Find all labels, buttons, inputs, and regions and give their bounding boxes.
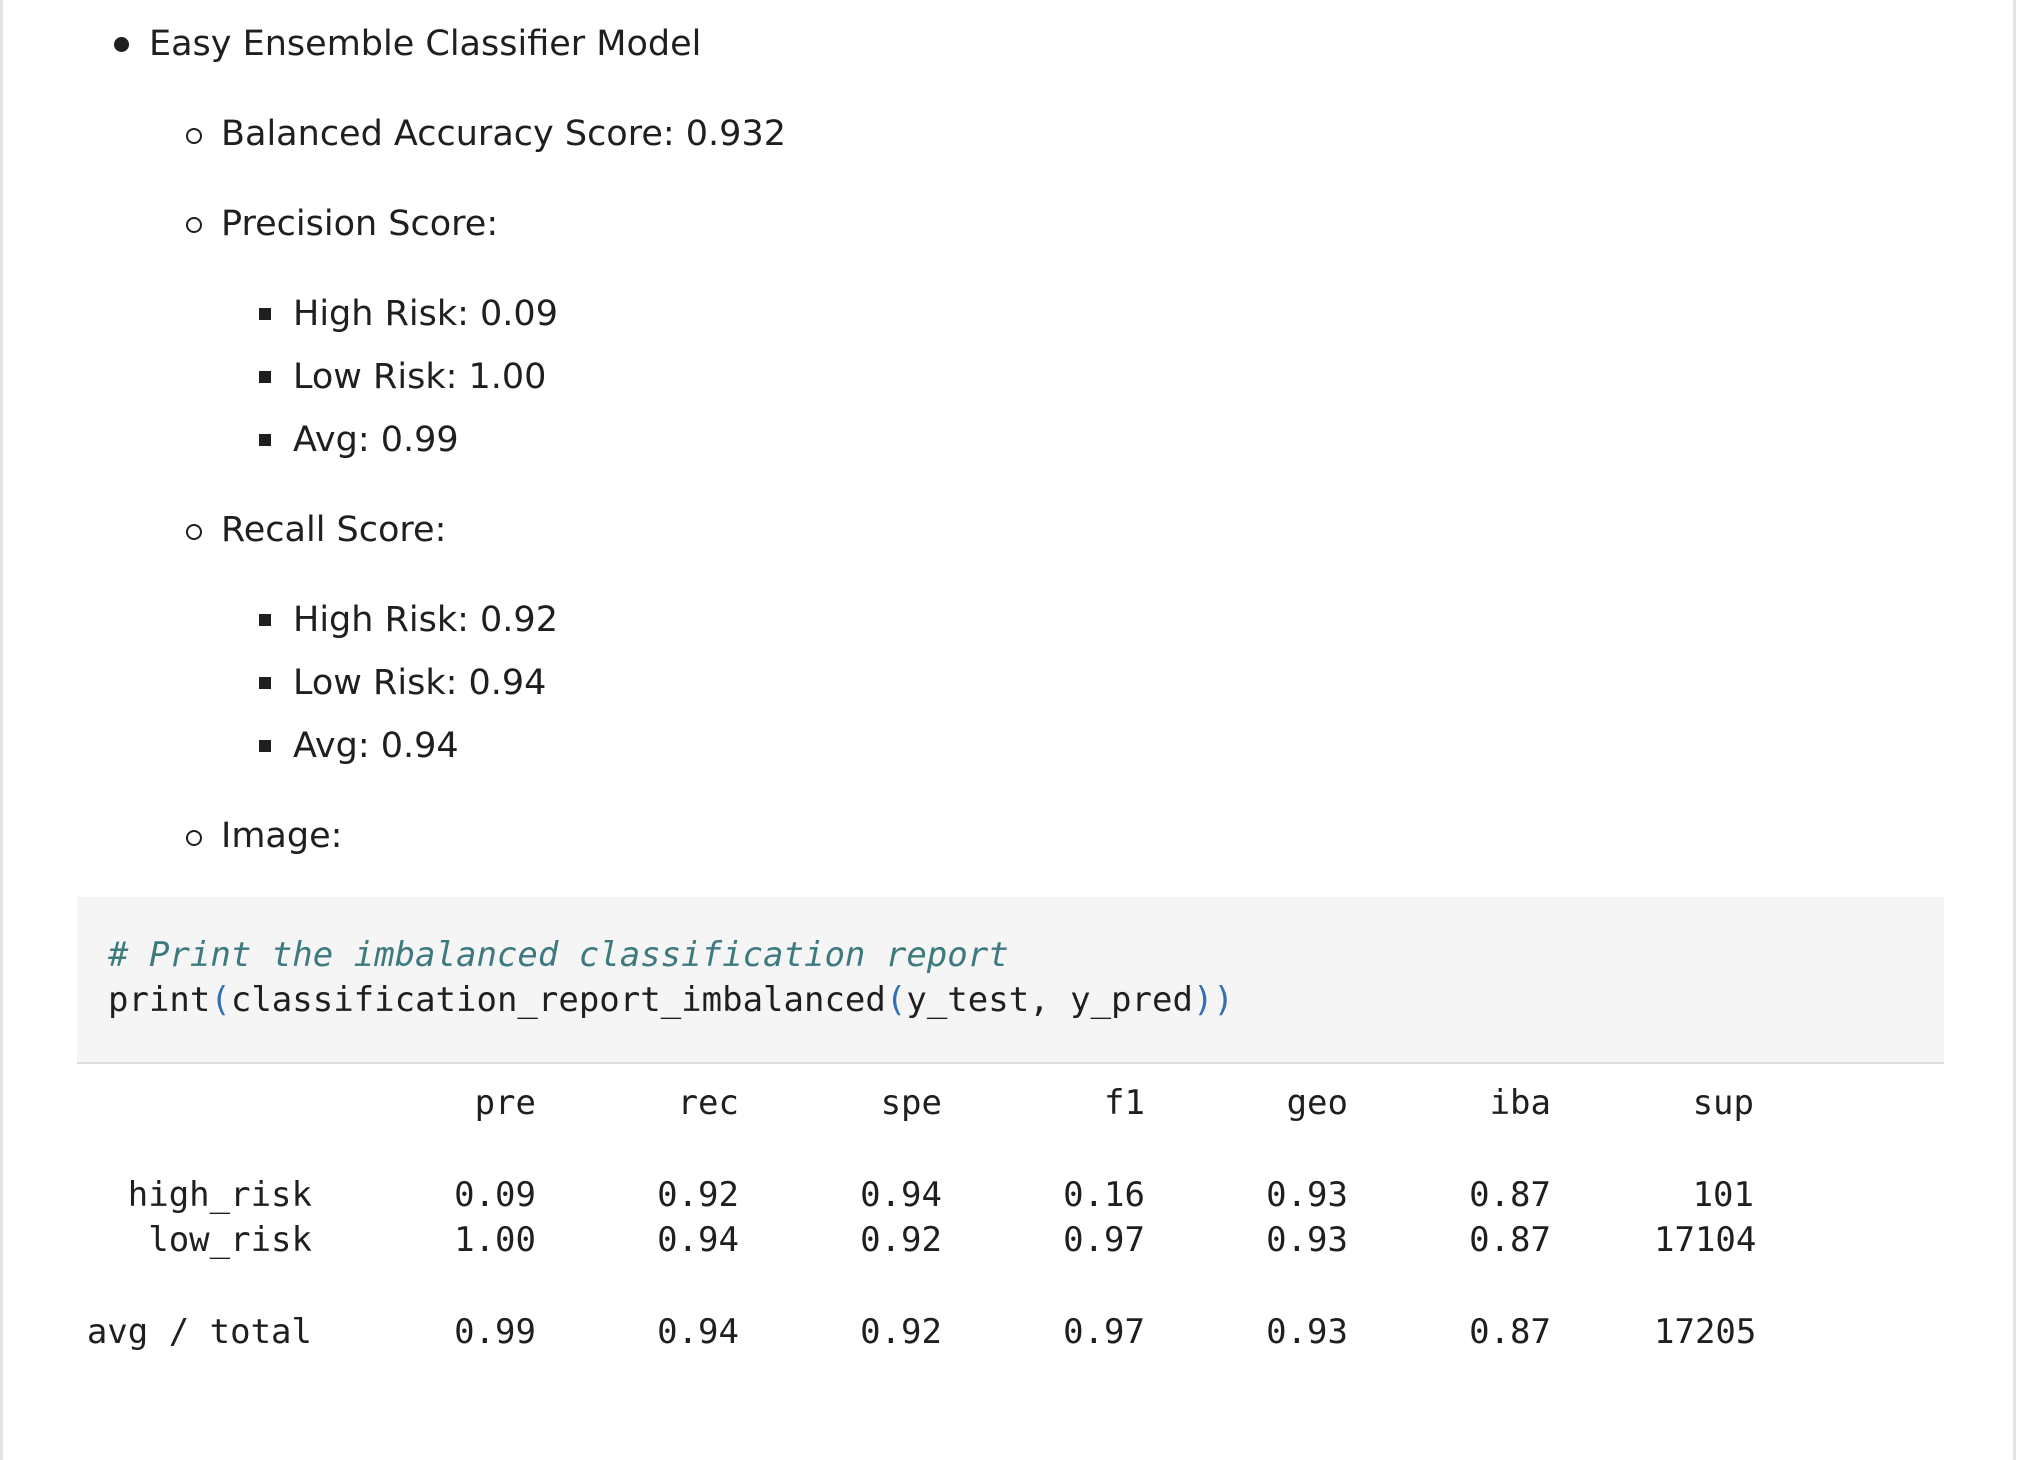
report-header-pre: pre [474,1083,536,1123]
code-comment: # Print the imbalanced classification re… [108,935,1009,975]
code-statement: print(classification_report_imbalanced(y… [108,978,1234,1022]
disc-bullet-icon [114,37,129,52]
report-cell: 0.97 [1063,1312,1145,1352]
report-cell: 0.09 [454,1175,536,1215]
report-cell: 0.99 [454,1312,536,1352]
report-cell: 0.16 [1063,1175,1145,1215]
report-cell: 17104 [1654,1220,1757,1260]
circle-bullet-icon [186,830,202,846]
report-row-label: high_risk [127,1175,312,1215]
report-cell: 0.87 [1469,1312,1551,1352]
right-border [2013,0,2016,1460]
square-bullet-icon [259,740,271,752]
report-row-label: avg / total [86,1312,312,1352]
circle-bullet-icon [186,128,202,144]
report-row-label: low_risk [148,1220,312,1260]
square-bullet-icon [259,434,271,446]
code-report-fn: classification_report_imbalanced [230,980,886,1020]
image-heading: Image: [221,816,343,856]
model-title: Easy Ensemble Classifier Model [149,24,702,64]
code-cell[interactable]: # Print the imbalanced classification re… [77,897,1944,1064]
report-cell: 101 [1692,1175,1754,1215]
report-cell: 0.93 [1266,1312,1348,1352]
report-cell: 0.92 [860,1312,942,1352]
report-cell: 0.94 [657,1312,739,1352]
code-print-fn: print [108,980,211,1020]
code-args: y_test, y_pred [906,980,1193,1020]
report-header-geo: geo [1286,1083,1348,1123]
report-cell: 17205 [1654,1312,1757,1352]
precision-high-risk: High Risk: 0.09 [293,294,558,334]
recall-heading: Recall Score: [221,510,447,550]
report-cell: 0.87 [1469,1175,1551,1215]
recall-low-risk: Low Risk: 0.94 [293,663,547,703]
balanced-accuracy-item: Balanced Accuracy Score: 0.932 [221,114,786,154]
report-header-rec: rec [677,1083,739,1123]
report-cell: 0.92 [860,1220,942,1260]
square-bullet-icon [259,371,271,383]
square-bullet-icon [259,614,271,626]
report-header-sup: sup [1692,1083,1754,1123]
report-header-spe: spe [880,1083,942,1123]
code-open-paren: ( [885,980,907,1020]
circle-bullet-icon [186,524,202,540]
recall-avg: Avg: 0.94 [293,726,459,766]
report-cell: 0.92 [657,1175,739,1215]
report-header-f1: f1 [1104,1083,1145,1123]
recall-high-risk: High Risk: 0.92 [293,600,558,640]
precision-low-risk: Low Risk: 1.00 [293,357,547,397]
square-bullet-icon [259,308,271,320]
report-cell: 0.93 [1266,1175,1348,1215]
report-cell: 0.97 [1063,1220,1145,1260]
report-header-iba: iba [1489,1083,1551,1123]
code-close-parens: )) [1192,980,1234,1020]
precision-heading: Precision Score: [221,204,499,244]
report-cell: 0.93 [1266,1220,1348,1260]
precision-avg: Avg: 0.99 [293,420,459,460]
code-open-paren: ( [210,980,231,1020]
square-bullet-icon [259,677,271,689]
circle-bullet-icon [186,217,202,233]
report-cell: 0.87 [1469,1220,1551,1260]
report-cell: 1.00 [454,1220,536,1260]
left-border [0,0,3,1460]
report-cell: 0.94 [657,1220,739,1260]
report-cell: 0.94 [860,1175,942,1215]
